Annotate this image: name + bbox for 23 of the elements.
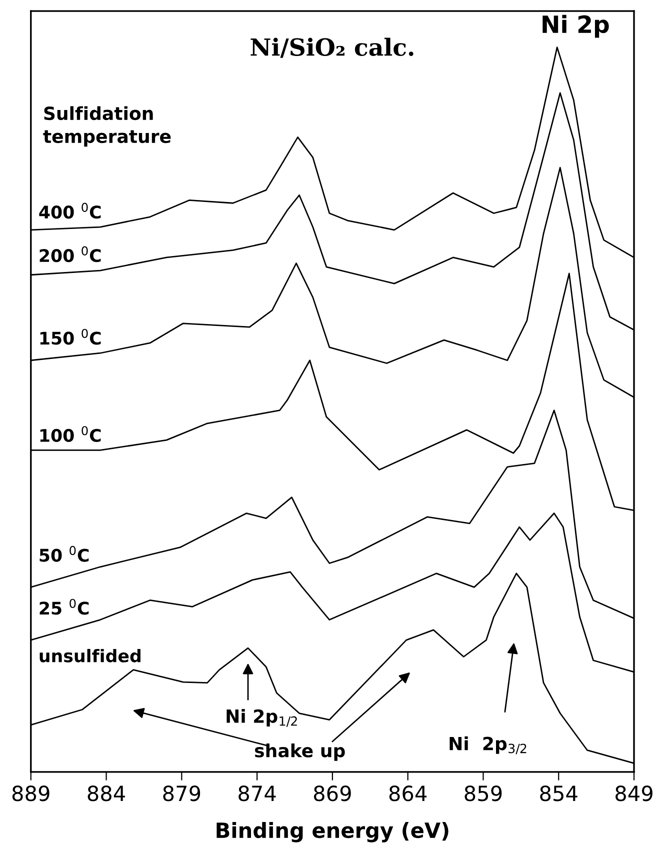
series-label: 150 $^{0}$C: [40, 328, 101, 345]
x-tick-label: 869: [314, 786, 351, 802]
x-tick-label: 859: [464, 786, 502, 802]
chart-title: Ni/SiO₂ calc.: [250, 38, 414, 58]
series-label: 100 $^{0}$C: [40, 426, 101, 442]
series-label: 200 $^{0}$C: [40, 246, 101, 262]
series-label: unsulfided: [40, 648, 140, 662]
x-axis-title: Binding energy (eV): [216, 822, 448, 842]
x-tick-label: 879: [163, 786, 200, 802]
annotation: Ni 2p$_{1/2}$: [226, 709, 297, 727]
annotation: shake up: [254, 743, 345, 761]
legend-title: Sulfidation temperature: [43, 106, 171, 147]
text: Ni 2p: [542, 14, 609, 38]
x-tick-label: 884: [88, 786, 125, 802]
series-label: 25 $^{0}$C: [40, 598, 89, 615]
x-tick-label: 889: [12, 786, 50, 802]
x-tick-label: 849: [616, 786, 652, 802]
annotation: Ni 2p$_{3/2}$: [450, 736, 526, 754]
x-tick-label: 854: [540, 786, 578, 802]
x-tick-label: 864: [389, 786, 427, 802]
series-label: 400 $^{0}$C: [39, 202, 101, 219]
x-tick-label: 874: [238, 786, 276, 802]
series-label: 50 $^{0}$C: [40, 546, 89, 562]
